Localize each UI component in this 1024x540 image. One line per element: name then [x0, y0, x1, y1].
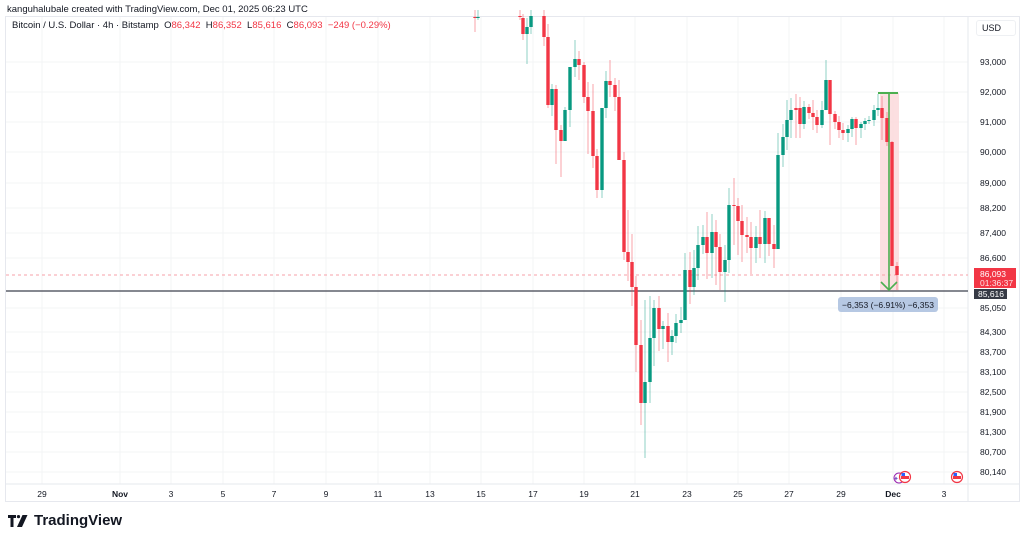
svg-text:92,000: 92,000	[980, 87, 1006, 97]
svg-text:01:36:37: 01:36:37	[980, 278, 1013, 288]
low-label: L	[247, 20, 253, 31]
svg-text:80,700: 80,700	[980, 447, 1006, 457]
open-label: O	[164, 20, 172, 31]
svg-text:29: 29	[37, 489, 47, 499]
svg-text:25: 25	[733, 489, 743, 499]
svg-text:5: 5	[221, 489, 226, 499]
tradingview-logo: TradingView	[8, 512, 122, 529]
brand-name: TradingView	[34, 512, 123, 529]
svg-text:87,400: 87,400	[980, 228, 1006, 238]
svg-text:90,000: 90,000	[980, 147, 1006, 157]
economic-events: ✦	[893, 470, 964, 484]
svg-text:Dec: Dec	[885, 489, 901, 499]
svg-text:Nov: Nov	[112, 489, 128, 499]
svg-text:21: 21	[630, 489, 640, 499]
low-value: 85,616	[252, 20, 282, 31]
svg-text:91,000: 91,000	[980, 117, 1006, 127]
svg-text:88,200: 88,200	[980, 203, 1006, 213]
svg-text:15: 15	[476, 489, 486, 499]
svg-text:85,616: 85,616	[978, 289, 1004, 299]
svg-text:86,093: 86,093	[980, 269, 1006, 279]
candles	[473, 10, 899, 458]
svg-text:13: 13	[425, 489, 435, 499]
svg-text:84,300: 84,300	[980, 327, 1006, 337]
svg-text:19: 19	[579, 489, 589, 499]
measure-arrow: −6,353 (−6.91%) −6,353	[838, 92, 938, 312]
svg-text:83,700: 83,700	[980, 347, 1006, 357]
time-axis[interactable]: 29 Nov 3 5 7 9 11 13 15 17 19 21 23 25 27 29 Dec 3	[37, 489, 946, 499]
currency-button[interactable]: USD	[976, 20, 1016, 36]
svg-text:27: 27	[784, 489, 794, 499]
svg-text:✦: ✦	[893, 475, 899, 483]
grid-lines	[6, 17, 1020, 502]
open-value: 86,342	[171, 20, 201, 31]
svg-text:3: 3	[942, 489, 947, 499]
svg-text:89,000: 89,000	[980, 178, 1006, 188]
svg-text:86,600: 86,600	[980, 253, 1006, 263]
symbol-legend: Bitcoin / U.S. Dollar · 4h · Bitstamp O8…	[12, 20, 391, 31]
svg-text:80,140: 80,140	[980, 467, 1006, 477]
svg-text:29: 29	[836, 489, 846, 499]
svg-text:85,050: 85,050	[980, 303, 1006, 313]
svg-text:23: 23	[682, 489, 692, 499]
high-value: 86,352	[212, 20, 242, 31]
chart-frame	[5, 16, 1020, 502]
change-value: −249 (−0.29%)	[327, 20, 391, 31]
tv-logo-icon	[8, 514, 28, 527]
price-lines	[6, 274, 968, 292]
svg-text:−6,353 (−6.91%) −6,353: −6,353 (−6.91%) −6,353	[842, 300, 934, 310]
svg-text:11: 11	[374, 489, 383, 499]
chart-credit: kanguhalubale created with TradingView.c…	[7, 4, 308, 15]
svg-text:7: 7	[272, 489, 277, 499]
svg-text:93,000: 93,000	[980, 57, 1006, 67]
symbol-title[interactable]: Bitcoin / U.S. Dollar · 4h · Bitstamp	[12, 20, 159, 31]
svg-text:81,900: 81,900	[980, 407, 1006, 417]
close-value: 86,093	[293, 20, 323, 31]
svg-text:9: 9	[324, 489, 329, 499]
price-axis[interactable]: 93,000 92,000 91,000 90,000 89,000 88,200 87,4…	[974, 57, 1016, 477]
svg-text:83,100: 83,100	[980, 367, 1006, 377]
svg-text:17: 17	[528, 489, 538, 499]
close-label: C	[286, 20, 294, 31]
svg-text:82,500: 82,500	[980, 387, 1006, 397]
svg-text:81,300: 81,300	[980, 427, 1006, 437]
svg-text:3: 3	[169, 489, 174, 499]
high-label: H	[205, 20, 213, 31]
